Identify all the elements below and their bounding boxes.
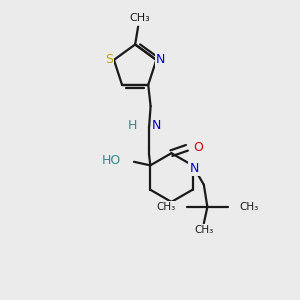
- Text: CH₃: CH₃: [156, 202, 175, 212]
- Text: H: H: [127, 119, 136, 132]
- Text: HO: HO: [101, 154, 121, 167]
- Text: N: N: [152, 119, 161, 132]
- Text: CH₃: CH₃: [129, 13, 150, 23]
- Text: S: S: [106, 53, 113, 66]
- Text: N: N: [189, 162, 199, 175]
- Text: O: O: [194, 141, 203, 154]
- Text: N: N: [156, 53, 166, 66]
- Text: CH₃: CH₃: [239, 202, 259, 212]
- Text: CH₃: CH₃: [195, 225, 214, 235]
